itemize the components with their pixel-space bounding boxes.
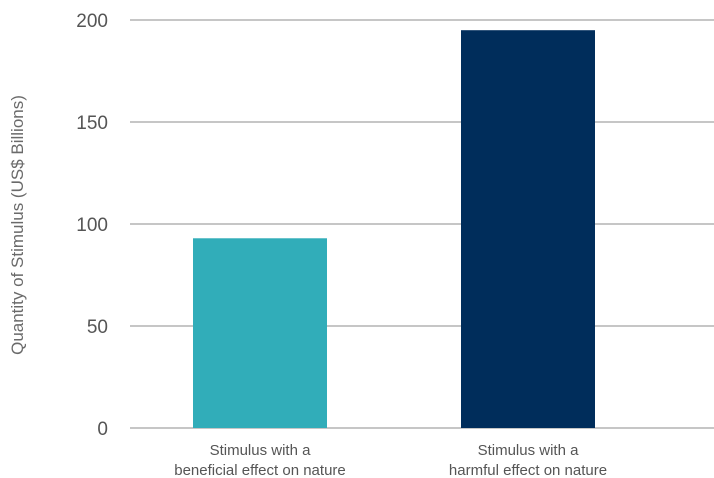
y-tick-label: 50 [87, 317, 108, 338]
y-axis-title: Quantity of Stimulus (US$ Billions) [8, 95, 27, 355]
x-category-label: Stimulus with a [210, 442, 312, 459]
y-tick-label: 150 [76, 113, 108, 134]
x-category-label: Stimulus with a [478, 442, 580, 459]
x-axis-category-labels: Stimulus with a beneficial effect on natu… [174, 442, 607, 478]
y-tick-label: 200 [76, 11, 108, 32]
bars [193, 30, 595, 428]
x-category-label: beneficial effect on nature [174, 462, 346, 478]
bar-1 [193, 238, 327, 428]
x-category-label: harmful effect on nature [449, 462, 607, 478]
y-tick-label: 0 [97, 419, 108, 440]
y-tick-label: 100 [76, 215, 108, 236]
y-axis-ticks: 0 50 100 150 200 [76, 11, 108, 440]
bar-2 [461, 30, 595, 428]
